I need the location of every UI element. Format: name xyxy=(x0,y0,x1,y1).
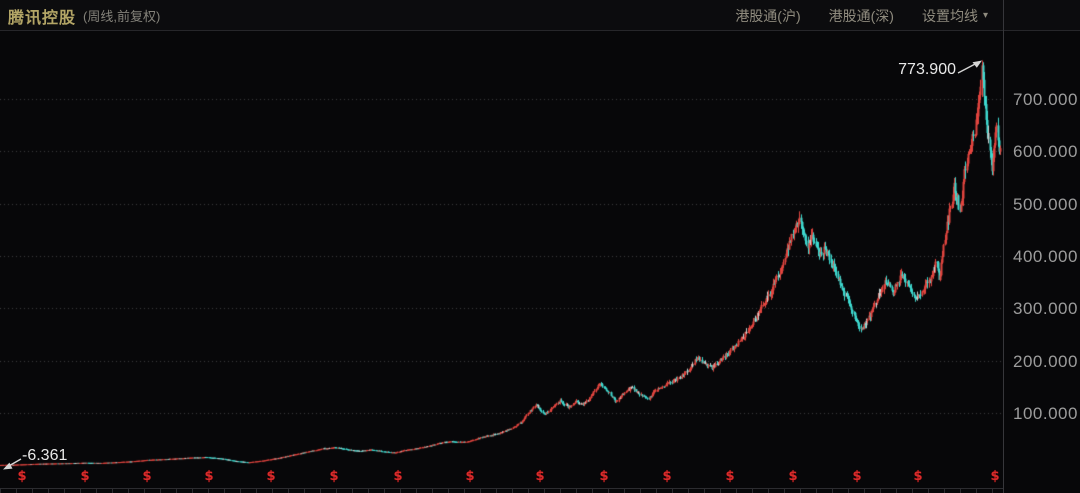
menu-hk-connect-sz-label: 港股通(深) xyxy=(828,7,894,24)
peak-price-annotation: 773.900 xyxy=(898,61,956,78)
chart-header: 腾讯控股 (周线,前复权) 港股通(沪) 港股通(深) 设置均线 ▾ xyxy=(0,0,1080,31)
time-axis-line xyxy=(0,488,1003,489)
menu-set-ma-label: 设置均线 xyxy=(921,7,978,24)
menu-set-ma[interactable]: 设置均线 ▾ xyxy=(922,6,988,26)
price-axis-label: 600.000 xyxy=(1013,142,1078,162)
header-menu: 港股通(沪) 港股通(深) 设置均线 ▾ xyxy=(735,0,988,31)
stock-name: 腾讯控股 xyxy=(8,9,77,27)
kline-chart-canvas[interactable] xyxy=(0,31,1003,493)
menu-hk-connect-sh[interactable]: 港股通(沪) xyxy=(735,6,800,26)
menu-hk-connect-sh-label: 港股通(沪) xyxy=(735,7,801,24)
chevron-down-icon: ▾ xyxy=(982,9,988,21)
dividend-marker[interactable]: $ xyxy=(204,469,214,484)
dividend-marker[interactable]: $ xyxy=(329,469,339,484)
dividend-marker[interactable]: $ xyxy=(142,469,152,484)
dividend-marker[interactable]: $ xyxy=(913,469,923,484)
dividend-marker[interactable]: $ xyxy=(852,469,862,484)
chart-period-label: (周线,前复权) xyxy=(83,9,161,24)
title-group: 腾讯控股 (周线,前复权) xyxy=(8,0,160,31)
dividend-marker[interactable]: $ xyxy=(535,469,545,484)
price-axis-label: 300.000 xyxy=(1013,299,1078,319)
dividend-marker[interactable]: $ xyxy=(393,469,403,484)
price-axis-divider xyxy=(1003,0,1004,493)
price-axis-label: 100.000 xyxy=(1013,404,1078,424)
dividend-marker[interactable]: $ xyxy=(788,469,798,484)
price-axis-label: 500.000 xyxy=(1013,194,1078,214)
dividend-marker[interactable]: $ xyxy=(599,469,609,484)
low-price-annotation: -6.361 xyxy=(22,447,68,464)
price-axis-label: 200.000 xyxy=(1013,351,1078,371)
dividend-marker[interactable]: $ xyxy=(80,469,90,484)
price-axis-label: 700.000 xyxy=(1013,90,1078,110)
dividend-marker[interactable]: $ xyxy=(17,469,27,484)
menu-hk-connect-sz[interactable]: 港股通(深) xyxy=(829,6,894,26)
dividend-marker[interactable]: $ xyxy=(725,469,735,484)
dividend-marker[interactable]: $ xyxy=(662,469,672,484)
time-axis-ticks xyxy=(0,489,1003,493)
dividend-marker[interactable]: $ xyxy=(266,469,276,484)
price-axis-label: 400.000 xyxy=(1013,247,1078,267)
dividend-marker[interactable]: $ xyxy=(465,469,475,484)
dividend-marker[interactable]: $ xyxy=(990,469,1000,484)
